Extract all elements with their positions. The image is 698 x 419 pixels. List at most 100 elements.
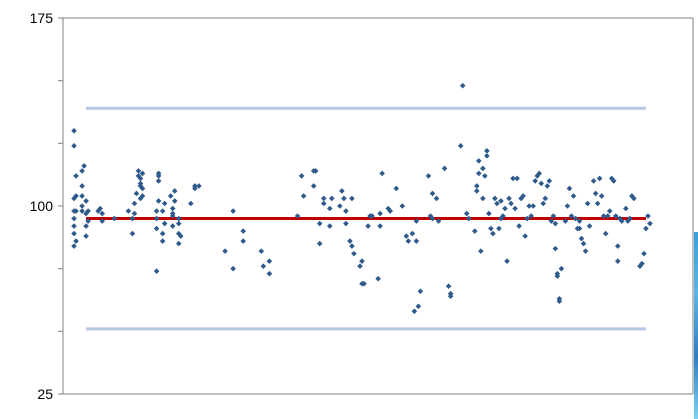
data-point xyxy=(524,215,530,222)
data-point xyxy=(600,213,607,219)
data-point xyxy=(580,240,587,247)
data-point xyxy=(79,183,85,189)
data-point xyxy=(552,245,559,252)
data-point xyxy=(629,193,635,199)
data-point xyxy=(349,243,355,249)
data-point xyxy=(73,173,79,179)
data-point xyxy=(502,205,508,212)
data-point xyxy=(592,190,599,197)
data-point xyxy=(516,223,522,229)
data-point xyxy=(320,200,327,207)
data-point xyxy=(230,208,236,214)
data-point xyxy=(377,223,383,229)
data-point xyxy=(522,233,528,239)
data-point xyxy=(329,195,335,202)
data-point xyxy=(564,203,571,209)
data-point xyxy=(159,230,166,237)
data-point xyxy=(463,210,470,217)
y-tick-label: 100 xyxy=(30,198,54,214)
data-point xyxy=(619,218,625,224)
data-point xyxy=(343,220,349,227)
data-point xyxy=(488,225,494,232)
data-point xyxy=(129,215,136,222)
data-point xyxy=(631,195,637,202)
data-point xyxy=(610,178,617,184)
data-point xyxy=(474,188,480,194)
data-point xyxy=(612,213,619,219)
data-point xyxy=(71,128,77,134)
data-point xyxy=(125,208,132,214)
data-point xyxy=(417,288,424,295)
data-point xyxy=(155,198,162,204)
data-point xyxy=(614,258,621,264)
data-point xyxy=(169,213,176,219)
data-point xyxy=(409,230,416,237)
data-point xyxy=(550,213,557,219)
data-point xyxy=(584,200,591,207)
data-point xyxy=(349,195,355,202)
data-point xyxy=(576,218,583,224)
data-point xyxy=(99,218,106,224)
data-point xyxy=(316,220,323,227)
data-point xyxy=(594,200,601,207)
data-point xyxy=(111,215,118,222)
data-point xyxy=(361,280,367,287)
data-point xyxy=(153,268,160,274)
data-point xyxy=(83,198,89,204)
data-point xyxy=(85,218,91,224)
data-point xyxy=(399,203,406,209)
data-point xyxy=(433,195,440,202)
data-point xyxy=(429,190,436,197)
data-point xyxy=(518,195,524,202)
data-point xyxy=(606,208,613,214)
data-point xyxy=(260,263,267,269)
data-point xyxy=(266,258,273,264)
data-point xyxy=(429,215,436,222)
data-point xyxy=(131,210,138,217)
data-point xyxy=(337,203,343,209)
data-point xyxy=(554,273,561,279)
data-point xyxy=(602,230,609,237)
data-point xyxy=(298,173,305,179)
data-point xyxy=(572,215,579,222)
data-point xyxy=(71,230,77,237)
data-point xyxy=(85,208,91,214)
data-point xyxy=(476,158,482,164)
data-point xyxy=(385,205,391,212)
data-point xyxy=(135,173,142,179)
data-point xyxy=(129,230,136,237)
y-tick-label: 175 xyxy=(30,10,54,26)
data-point xyxy=(639,260,645,267)
data-point xyxy=(413,218,420,224)
data-point xyxy=(375,275,381,282)
data-point xyxy=(139,185,146,192)
data-point xyxy=(425,173,432,179)
data-point xyxy=(153,225,160,232)
data-point xyxy=(474,183,480,189)
data-point xyxy=(586,223,593,229)
data-point xyxy=(542,195,549,202)
data-point xyxy=(484,153,490,159)
data-point xyxy=(192,183,198,189)
data-point xyxy=(175,215,182,222)
data-point xyxy=(159,238,166,244)
data-point xyxy=(411,308,418,315)
data-point xyxy=(343,208,349,214)
data-point xyxy=(83,223,89,229)
data-point xyxy=(97,205,104,212)
data-point xyxy=(415,303,422,310)
data-point xyxy=(79,168,85,174)
data-point xyxy=(71,215,77,222)
data-points xyxy=(71,82,653,315)
y-axis-ticks: 25 100 175 xyxy=(30,10,63,402)
data-point xyxy=(71,195,77,202)
data-point xyxy=(258,248,265,254)
data-point xyxy=(457,143,464,149)
data-point xyxy=(155,170,162,177)
data-point xyxy=(514,175,520,182)
data-point xyxy=(441,165,448,172)
data-point xyxy=(486,210,492,217)
data-point xyxy=(512,205,518,212)
data-point xyxy=(500,213,506,219)
